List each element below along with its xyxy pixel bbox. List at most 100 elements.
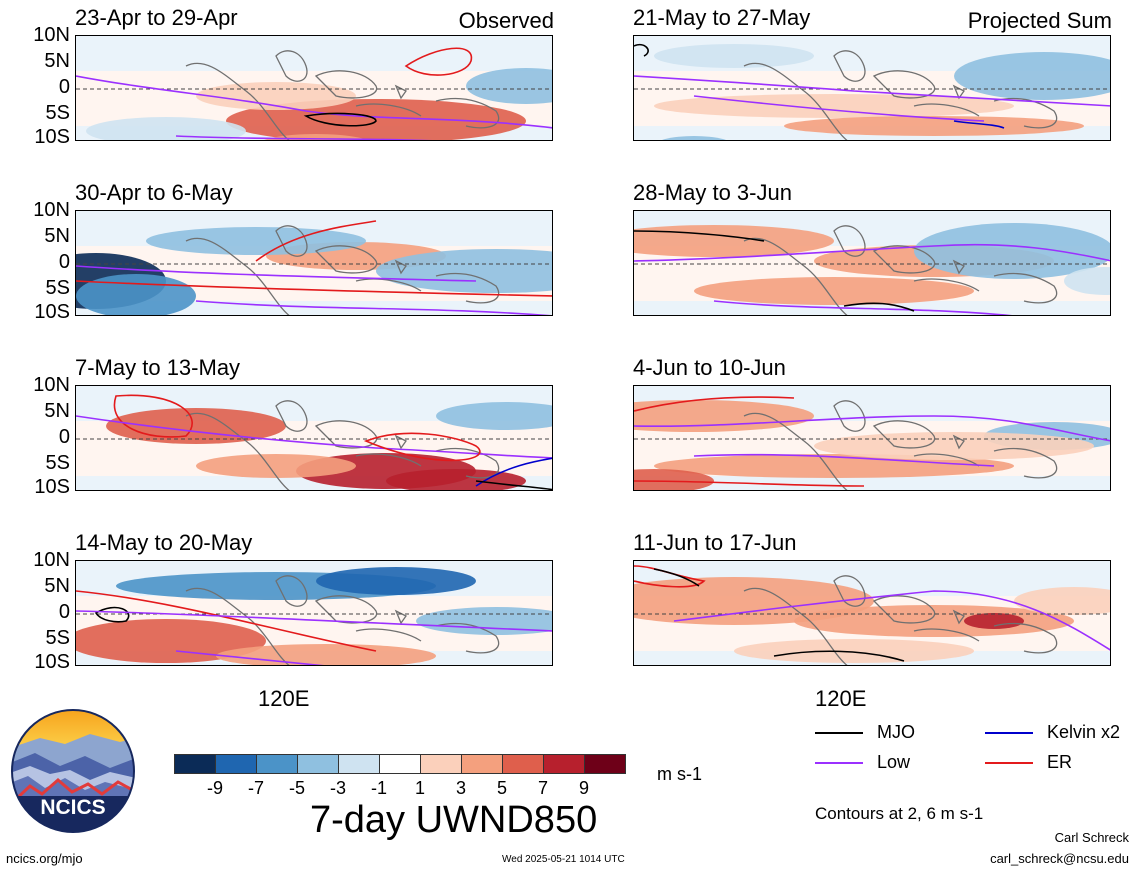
- wind-anomaly-shading: [634, 400, 814, 432]
- colorbar-tick-label: 5: [496, 778, 507, 798]
- coastline: [355, 628, 422, 642]
- coastline: [275, 575, 308, 607]
- wind-anomaly-shading: [784, 116, 1084, 136]
- coastline: [275, 225, 308, 257]
- colorbar-swatch: [174, 754, 216, 774]
- kelvin-contour: [475, 457, 552, 487]
- coastline: [355, 278, 422, 292]
- low-contour: [76, 610, 552, 632]
- legend-kelvin: Kelvin x2: [985, 722, 1120, 743]
- wind-anomaly-shading: [662, 136, 726, 140]
- wind-anomaly-shading: [654, 44, 814, 68]
- coastline: [185, 412, 290, 490]
- panel-tag: Projected Sum: [967, 8, 1112, 33]
- map-panel: [633, 210, 1111, 316]
- legend-low-label: Low: [877, 752, 911, 772]
- coastline: [185, 587, 290, 665]
- wind-anomaly-shading: [694, 277, 974, 305]
- wind-anomaly-shading: [76, 619, 266, 663]
- mjo-contour: [773, 650, 905, 662]
- mjo-contour: [653, 568, 700, 587]
- coastline: [913, 628, 980, 642]
- lat-label: 10S: [34, 476, 70, 498]
- colorbar-tick-label: -5: [288, 778, 305, 798]
- low-contour: [76, 415, 552, 459]
- low-contour: [693, 95, 985, 122]
- wind-anomaly-shading: [794, 605, 1074, 637]
- wind-anomaly-shading: [734, 639, 974, 663]
- wind-anomaly-shading: [954, 52, 1110, 100]
- lat-label: 0: [58, 76, 70, 98]
- legend-kelvin-label: Kelvin x2: [1047, 722, 1121, 742]
- wind-anomaly-shading: [376, 249, 552, 293]
- lat-label: 10S: [34, 651, 70, 673]
- lat-label: 10N: [33, 199, 70, 221]
- wind-anomaly-shading: [634, 469, 714, 490]
- colorbar-tick-label: -9: [206, 778, 223, 798]
- coastline: [833, 50, 866, 82]
- wind-anomaly-shading: [196, 454, 356, 478]
- low-contour: [634, 243, 1110, 262]
- coastline: [833, 225, 866, 257]
- colorbar-units: m s-1: [657, 764, 702, 784]
- coastline: [275, 400, 308, 432]
- footer-url[interactable]: ncics.org/mjo: [6, 851, 83, 866]
- contour-note: Contours at 2, 6 m s-1: [815, 804, 984, 823]
- lat-label: 5S: [45, 452, 70, 474]
- coastline: [833, 400, 866, 432]
- mjo-contour: [475, 480, 552, 490]
- colorbar-swatch: [543, 754, 585, 774]
- legend-low-line: [815, 761, 863, 764]
- panel-tag: Observed: [458, 8, 554, 33]
- low-contour: [175, 135, 433, 140]
- lat-label: 10N: [33, 24, 70, 46]
- coastline: [743, 412, 848, 490]
- coastline: [275, 50, 308, 82]
- er-contour: [113, 394, 193, 438]
- lat-label: 5N: [44, 400, 70, 422]
- er-contour: [363, 432, 481, 462]
- coastline: [743, 587, 848, 665]
- coastline: [355, 453, 422, 467]
- colorbar-swatch: [420, 754, 462, 774]
- map-panel: [75, 210, 553, 316]
- coastline: [435, 272, 500, 304]
- lon-label-left: 120E: [258, 686, 310, 711]
- coastline: [872, 595, 936, 624]
- mjo-contour: [843, 302, 915, 312]
- map-panel: [633, 385, 1111, 491]
- coastline: [833, 575, 866, 607]
- low-contour: [713, 300, 1012, 315]
- legend-low: Low: [815, 752, 910, 773]
- wind-anomaly-shading: [316, 567, 476, 595]
- wind-anomaly-shading: [146, 227, 366, 255]
- coastline: [993, 272, 1058, 304]
- coastline: [993, 97, 1058, 129]
- map-panel: [75, 560, 553, 666]
- coastline: [185, 62, 290, 140]
- colorbar-swatch: [215, 754, 257, 774]
- coastline: [743, 237, 848, 315]
- coastline: [913, 278, 980, 292]
- footer-email[interactable]: carl_schreck@ncsu.edu: [990, 851, 1129, 866]
- legend-mjo-line: [815, 731, 863, 734]
- low-contour: [76, 75, 552, 129]
- wind-anomaly-shading: [1064, 267, 1110, 295]
- colorbar-tick-label: -7: [247, 778, 264, 798]
- logo-text: NCICS: [40, 796, 105, 819]
- colorbar-swatch: [256, 754, 298, 774]
- colorbar-tick-label: 9: [578, 778, 589, 798]
- er-contour: [76, 590, 377, 652]
- panel-title: 30-Apr to 6-May: [75, 180, 233, 205]
- coastline: [872, 245, 936, 274]
- coastline: [435, 97, 500, 129]
- coastline: [435, 622, 500, 654]
- lat-label: 10N: [33, 549, 70, 571]
- colorbar-tick-label: 7: [537, 778, 548, 798]
- legend-kelvin-line: [985, 731, 1033, 734]
- wind-anomaly-shading: [1014, 587, 1110, 615]
- low-contour: [673, 590, 1110, 651]
- colorbar-tick-label: 3: [455, 778, 466, 798]
- low-contour: [693, 453, 995, 467]
- ncics-logo: NCICS: [10, 708, 136, 834]
